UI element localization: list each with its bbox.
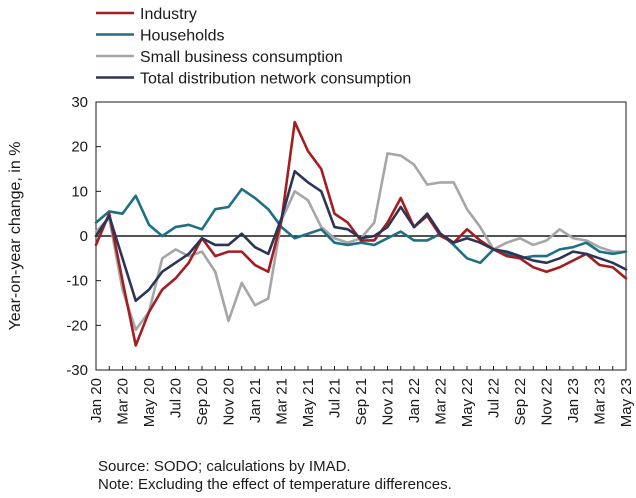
y-tick-label: 10	[71, 183, 88, 200]
x-tick-label: Nov 21	[380, 378, 397, 426]
x-tick-label: May 20	[141, 378, 158, 427]
legend-label: Total distribution network consumption	[140, 71, 411, 88]
x-tick-label: May 22	[459, 378, 476, 427]
x-tick-label: Jan 21	[247, 378, 264, 423]
y-tick-label: 20	[71, 139, 88, 156]
x-tick-label: Jan 20	[88, 378, 105, 423]
x-tick-label: May 21	[300, 378, 317, 427]
y-axis-title: Year-on-year change, in %	[7, 142, 24, 331]
source-text: Source: SODO; calculations by IMAD.	[98, 458, 351, 475]
series-line-industry	[94, 120, 628, 347]
legend: Industry Households Small business consump…	[96, 6, 411, 88]
x-tick-label: Jul 21	[327, 378, 344, 418]
y-tick-label: 30	[71, 94, 88, 111]
x-tick-label: Sep 22	[512, 378, 529, 426]
x-tick-label: Mar 20	[115, 378, 132, 425]
x-tick-label: Sep 20	[194, 378, 211, 426]
legend-label: Small business consumption	[140, 49, 343, 66]
x-tick-label: Mar 21	[274, 378, 291, 425]
x-tick-label: Mar 22	[433, 378, 450, 425]
x-tick-label: Jan 23	[565, 378, 582, 423]
y-tick-label: 0	[80, 228, 88, 245]
x-tick-label: Jul 20	[168, 378, 185, 418]
series-lines	[94, 120, 628, 347]
x-tick-label: Nov 22	[539, 378, 556, 426]
y-tick-label: -10	[66, 273, 88, 290]
line-chart: -30 -20 -10 0 10 20 30 Jan 20 Mar 20 May 20 Jul 20…	[7, 6, 635, 427]
x-tick-label: Jan 22	[406, 378, 423, 423]
x-tick-label: Nov 20	[221, 378, 238, 426]
x-tick-label: Sep 21	[353, 378, 370, 426]
series-line-total-distribution-network-consumption	[94, 169, 628, 303]
y-tick-label: -20	[66, 317, 88, 334]
y-tick-label: -30	[66, 362, 88, 379]
legend-label: Households	[140, 28, 225, 45]
x-tick-label: May 23	[618, 378, 635, 427]
note-text: Note: Excluding the effect of temperatur…	[98, 476, 452, 493]
series-line-households	[94, 187, 628, 265]
x-tick-label: Jul 22	[486, 378, 503, 418]
legend-label: Industry	[140, 6, 197, 23]
axes: -30 -20 -10 0 10 20 30 Jan 20 Mar 20 May 20 Jul 20…	[7, 94, 635, 427]
x-tick-label: Mar 23	[592, 378, 609, 425]
